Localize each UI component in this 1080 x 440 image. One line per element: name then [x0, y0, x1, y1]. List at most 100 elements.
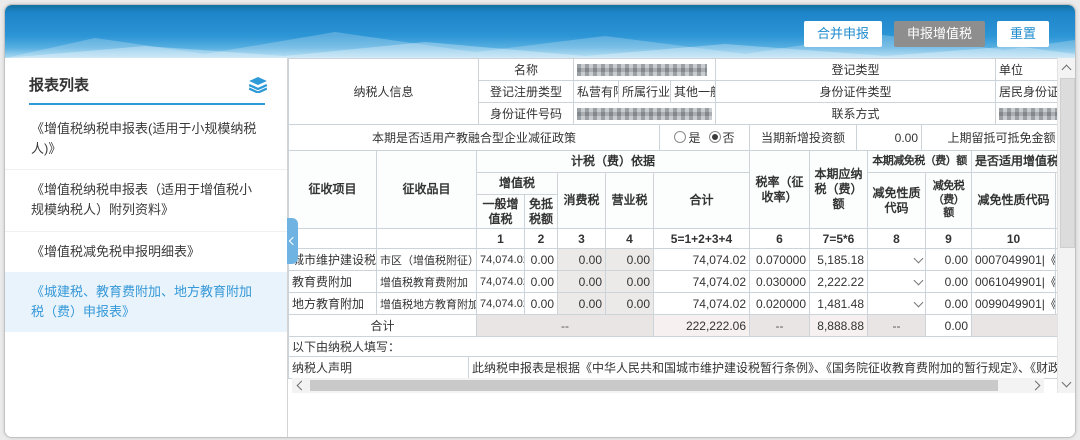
cell-business: 0.00	[605, 270, 654, 293]
cell-reduction-code-dropdown[interactable]	[867, 292, 926, 315]
radio-no-label[interactable]: 否	[722, 131, 735, 145]
scroll-right-arrow[interactable]	[1029, 378, 1044, 393]
sidebar-item-vat-return-attachment[interactable]: 《增值税纳税申报表（适用于增值税小规模纳税人）附列资料》	[5, 169, 287, 230]
col-header-item: 征收品目	[376, 150, 477, 229]
id-number-value-masked[interactable]	[572, 102, 717, 125]
cell-consumption: 0.00	[557, 270, 606, 293]
contact-value-masked[interactable]	[995, 102, 1058, 125]
scroll-down-arrow[interactable]	[1059, 376, 1074, 391]
header-mountains-decoration	[5, 32, 1075, 58]
cell-consumption: 0.00	[557, 248, 606, 271]
masked-value	[577, 64, 707, 77]
policy-row-table: 本期是否适用产教融合型企业减征政策 是否 当期新增投资额 0.00 上期留抵可抵…	[288, 124, 1058, 151]
merge-declare-button[interactable]: 合并申报	[803, 21, 882, 47]
sidebar-item-vat-return-small-scale[interactable]: 《增值税纳税申报表(适用于小规模纳税人)》	[31, 121, 257, 157]
cell-reduction-code-dropdown[interactable]	[867, 270, 926, 293]
col-num-3: 3	[557, 228, 606, 249]
cell-payable: 1,481.48	[809, 292, 868, 315]
radio-no-checked[interactable]	[708, 131, 721, 143]
scroll-left-arrow[interactable]	[292, 378, 307, 393]
cell-general-vat-input[interactable]: 74,074.02	[476, 292, 525, 315]
layers-icon[interactable]	[248, 76, 268, 94]
total-payable-sum: 8,888.88	[809, 314, 868, 337]
col-num-8: 8	[867, 228, 926, 249]
form-main-area: 纳税人信息 名称 登记类型 单位 登记注册类型 私营有限 所属行业 其他一般 身…	[287, 58, 1075, 437]
reset-button[interactable]: 重置	[996, 21, 1049, 47]
col-header-reduction-amount: 减免税（费）额	[925, 172, 972, 229]
sidebar-collapse-tab[interactable]	[287, 218, 298, 264]
cell-business: 0.00	[605, 248, 654, 271]
registration-type-value: 单位	[995, 58, 1058, 81]
masked-value	[999, 108, 1058, 121]
taxpayer-fill-note: 以下由纳税人填写：	[288, 336, 1058, 357]
form-viewport: 纳税人信息 名称 登记类型 单位 登记注册类型 私营有限 所属行业 其他一般 身…	[288, 58, 1058, 393]
cell-item: 增值税地方教育附加	[376, 292, 477, 315]
new-investment-value[interactable]: 0.00	[856, 124, 922, 151]
scroll-up-arrow[interactable]	[1059, 60, 1074, 75]
chevron-down-icon	[913, 297, 924, 307]
contact-label: 联系方式	[715, 102, 997, 125]
taxpayer-info-label: 纳税人信息	[288, 58, 479, 125]
cell-exempt: 0.00	[524, 270, 558, 293]
cell-general-vat-input[interactable]: 74,074.02	[476, 270, 525, 293]
vertical-scroll-thumb[interactable]	[1060, 78, 1075, 248]
horizontal-scrollbar[interactable]	[292, 378, 1044, 393]
cell-rate: 0.020000	[749, 292, 810, 315]
table-row-education-surcharge: 教育费附加 增值税教育费附加 74,074.02 0.00 0.00 0.00 …	[288, 270, 1058, 293]
cell-reduction-amount[interactable]: 0.00	[925, 248, 972, 271]
horizontal-scroll-thumb[interactable]	[310, 380, 998, 391]
cell-project: 地方教育附加	[288, 292, 377, 315]
cell-reduction-amount[interactable]: 0.00	[925, 270, 972, 293]
num-blank	[376, 228, 477, 249]
taxpayer-info-table: 纳税人信息 名称 登记类型 单位 登记注册类型 私营有限 所属行业 其他一般 身…	[288, 58, 1058, 125]
col-header-project: 征收项目	[288, 150, 377, 229]
name-value-masked[interactable]	[572, 58, 717, 81]
registration-type-label: 登记类型	[715, 58, 997, 81]
total-dash-code-2: --	[970, 314, 1058, 337]
cell-reduction-code-2[interactable]: 0099049901|《财务	[971, 292, 1056, 315]
cell-total: 74,074.02	[653, 292, 750, 315]
cell-reduction-amount[interactable]: 0.00	[925, 292, 972, 315]
cell-rate: 0.030000	[749, 270, 810, 293]
cell-total: 74,074.02	[653, 248, 750, 271]
col-header-payable: 本期应纳税（费）额	[809, 150, 868, 229]
cell-exempt: 0.00	[524, 248, 558, 271]
id-number-label: 身份证件号码	[478, 102, 574, 125]
declare-vat-button[interactable]: 申报增值税	[893, 21, 985, 47]
radio-yes-label[interactable]: 是	[688, 131, 701, 145]
registered-category-value: 私营有限	[573, 80, 619, 103]
col-num-10: 10	[971, 228, 1056, 249]
sidebar-item-vat-reduction-detail[interactable]: 《增值税减免税申报明细表》	[5, 230, 287, 272]
radio-yes[interactable]	[674, 131, 687, 143]
table-row-urban-construction-tax: 城市维护建设税 市区（增值税附征） 74,074.02 0.00 0.00 0.…	[288, 248, 1058, 271]
sidebar-item-surtax-return-selected[interactable]: 《城建税、教育费附加、地方教育附加税（费）申报表》	[5, 271, 287, 332]
app-window: 合并申报 申报增值税 重置 报表列表 《增值税纳税申报表(适用于小规模纳税人)》	[4, 4, 1076, 438]
sidebar-header: 报表列表	[29, 74, 268, 103]
cell-consumption: 0.00	[557, 292, 606, 315]
cell-business: 0.00	[605, 292, 654, 315]
cell-general-vat-input[interactable]: 74,074.02	[476, 248, 525, 271]
col-num-4: 4	[605, 228, 654, 249]
vertical-scrollbar[interactable]	[1057, 58, 1075, 393]
cell-total: 74,074.02	[653, 270, 750, 293]
top-header-bar: 合并申报 申报增值税 重置	[5, 5, 1075, 58]
new-investment-label: 当期新增投资额	[749, 124, 857, 151]
toolbar: 合并申报 申报增值税 重置	[803, 21, 1049, 47]
col-header-consumption-tax: 消费税	[557, 172, 606, 229]
cell-reduction-code-dropdown[interactable]	[867, 248, 926, 271]
col-num-6: 6	[749, 228, 810, 249]
col-header-reduction-code-2: 减免性质代码	[971, 172, 1056, 229]
report-list: 《增值税纳税申报表(适用于小规模纳税人)》 《增值税纳税申报表（适用于增值税小规…	[5, 109, 287, 332]
id-type-value: 居民身份证	[995, 80, 1058, 103]
col-num-5: 5=1+2+3+4	[653, 228, 750, 249]
table-total-row: 合计 -- 222,222.06 -- 8,888.88 -- 0.00 --	[288, 314, 1058, 337]
registered-category-label: 登记注册类型	[478, 80, 574, 103]
cell-reduction-code-2[interactable]: 0061049901|《财务	[971, 270, 1056, 293]
cell-reduction-code-2[interactable]: 0007049901|《财务	[971, 248, 1056, 271]
cell-exempt: 0.00	[524, 292, 558, 315]
sidebar-title-underline	[29, 103, 265, 105]
cell-payable: 5,185.18	[809, 248, 868, 271]
masked-value	[577, 108, 712, 121]
col-num-1: 1	[476, 228, 525, 249]
declaration-label: 纳税人声明	[288, 356, 469, 379]
